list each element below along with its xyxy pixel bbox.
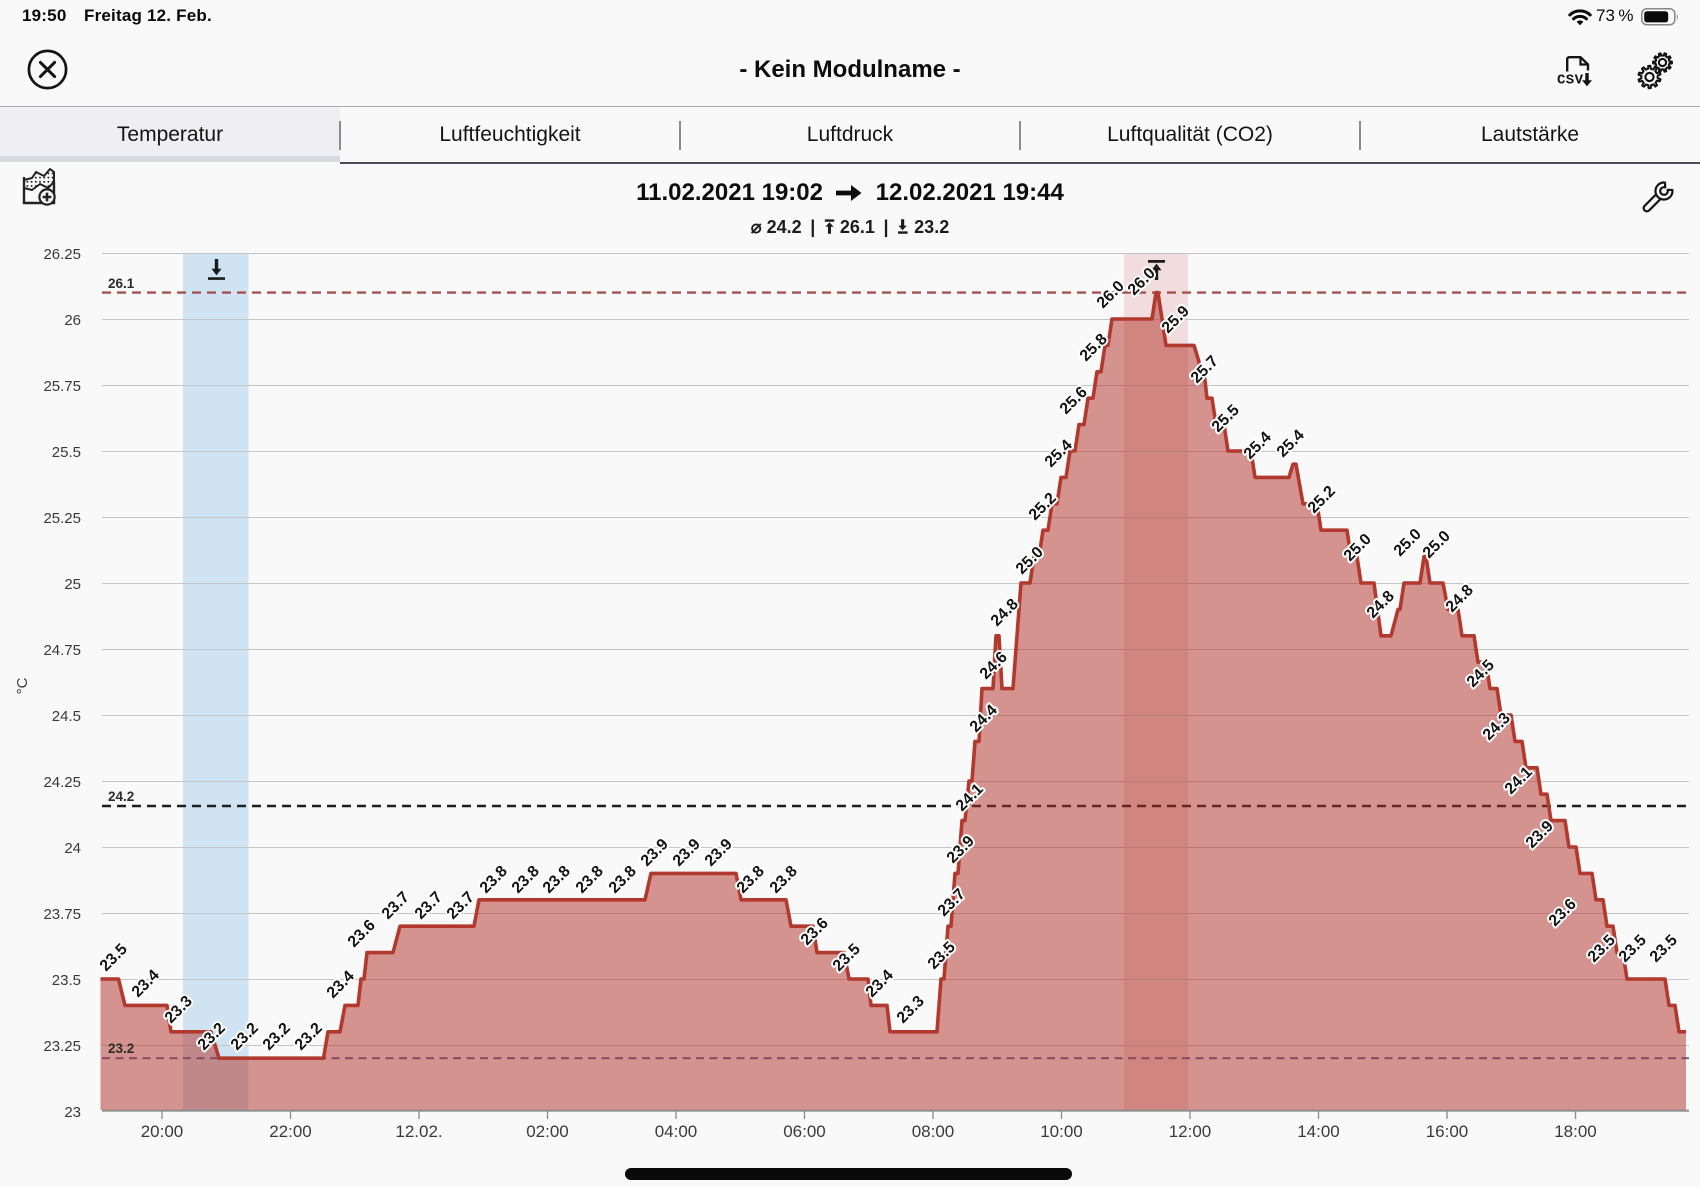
- svg-text:16:00: 16:00: [1426, 1122, 1469, 1141]
- svg-text:23.9: 23.9: [670, 836, 704, 870]
- svg-text:CSV: CSV: [1557, 73, 1584, 89]
- svg-text:22:00: 22:00: [269, 1122, 312, 1141]
- svg-text:23.8: 23.8: [606, 863, 640, 897]
- svg-text:10:00: 10:00: [1040, 1122, 1083, 1141]
- svg-text:20:00: 20:00: [141, 1122, 184, 1141]
- svg-text:26: 26: [64, 312, 81, 329]
- svg-text:23.7: 23.7: [379, 889, 413, 923]
- svg-text:23.2: 23.2: [292, 1020, 326, 1054]
- svg-text:26.1: 26.1: [108, 276, 135, 291]
- svg-text:06:00: 06:00: [783, 1122, 826, 1141]
- svg-text:08:00: 08:00: [912, 1122, 955, 1141]
- svg-text:23.5: 23.5: [1647, 932, 1681, 966]
- svg-text:25.75: 25.75: [43, 378, 81, 395]
- svg-text:23.8: 23.8: [573, 863, 607, 897]
- svg-text:26.0: 26.0: [1094, 278, 1128, 312]
- svg-text:23.5: 23.5: [97, 941, 131, 975]
- svg-text:23.4: 23.4: [129, 967, 163, 1001]
- svg-text:23.8: 23.8: [477, 863, 511, 897]
- svg-text:24.6: 24.6: [977, 649, 1011, 683]
- svg-text:23.25: 23.25: [43, 1038, 81, 1055]
- svg-text:23.8: 23.8: [767, 863, 801, 897]
- svg-text:04:00: 04:00: [655, 1122, 698, 1141]
- svg-text:23: 23: [64, 1104, 81, 1121]
- svg-text:14:00: 14:00: [1297, 1122, 1340, 1141]
- svg-text:24.2: 24.2: [108, 789, 134, 804]
- svg-text:24.75: 24.75: [43, 642, 81, 659]
- svg-text:23.9: 23.9: [702, 836, 736, 870]
- svg-text:23.7: 23.7: [444, 889, 478, 923]
- svg-text:23.6: 23.6: [345, 917, 379, 951]
- svg-text:25.4: 25.4: [1274, 427, 1308, 461]
- svg-text:°C: °C: [14, 677, 31, 694]
- svg-text:25.25: 25.25: [43, 510, 81, 527]
- svg-text:23.7: 23.7: [412, 889, 446, 923]
- svg-text:23.3: 23.3: [894, 993, 928, 1027]
- svg-text:23.4: 23.4: [324, 968, 358, 1002]
- svg-text:12.02.: 12.02.: [395, 1122, 442, 1141]
- svg-text:23.75: 23.75: [43, 906, 81, 923]
- svg-text:23.8: 23.8: [540, 863, 574, 897]
- svg-text:23.2: 23.2: [260, 1020, 294, 1054]
- svg-text:24.25: 24.25: [43, 774, 81, 791]
- svg-text:26.25: 26.25: [43, 246, 81, 263]
- svg-text:02:00: 02:00: [526, 1122, 569, 1141]
- svg-text:12:00: 12:00: [1169, 1122, 1212, 1141]
- svg-text:25: 25: [64, 576, 81, 593]
- svg-text:23.2: 23.2: [108, 1041, 134, 1056]
- svg-text:24: 24: [64, 840, 81, 857]
- svg-text:23.8: 23.8: [509, 863, 543, 897]
- svg-text:23.9: 23.9: [638, 836, 672, 870]
- svg-text:25.5: 25.5: [52, 444, 81, 461]
- svg-text:18:00: 18:00: [1554, 1122, 1597, 1141]
- svg-text:25.0: 25.0: [1391, 526, 1425, 560]
- svg-text:23.5: 23.5: [52, 972, 81, 989]
- svg-text:24.5: 24.5: [52, 708, 81, 725]
